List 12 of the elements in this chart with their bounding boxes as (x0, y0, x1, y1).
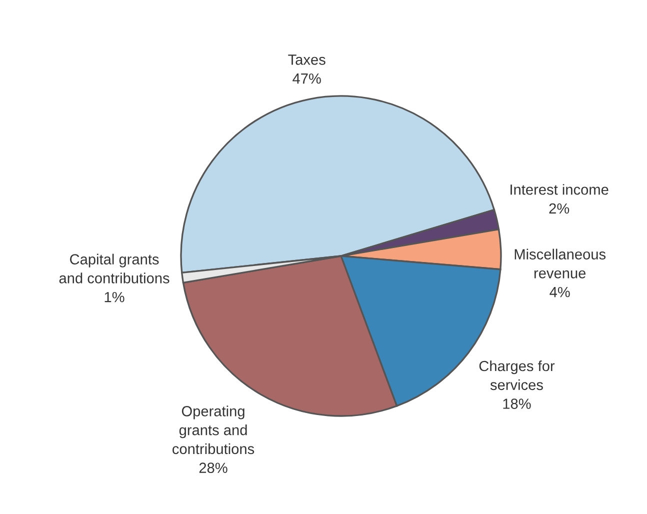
data-label: 1% (104, 292, 124, 302)
slice-label: Charges for services (479, 360, 555, 390)
slice-label: Capital grants and contributions (59, 254, 170, 284)
slice-label: Interest income (510, 184, 608, 195)
slice-label: Operating grants and contributions (172, 406, 254, 454)
data-label: 28% (199, 462, 228, 473)
slice-label: Taxes (288, 54, 326, 65)
data-label: 2% (549, 203, 570, 214)
data-label: 47% (292, 73, 321, 84)
data-label: 4% (550, 286, 570, 298)
data-label: 18% (503, 398, 531, 409)
slice-label: Miscellaneous revenue (514, 248, 606, 278)
